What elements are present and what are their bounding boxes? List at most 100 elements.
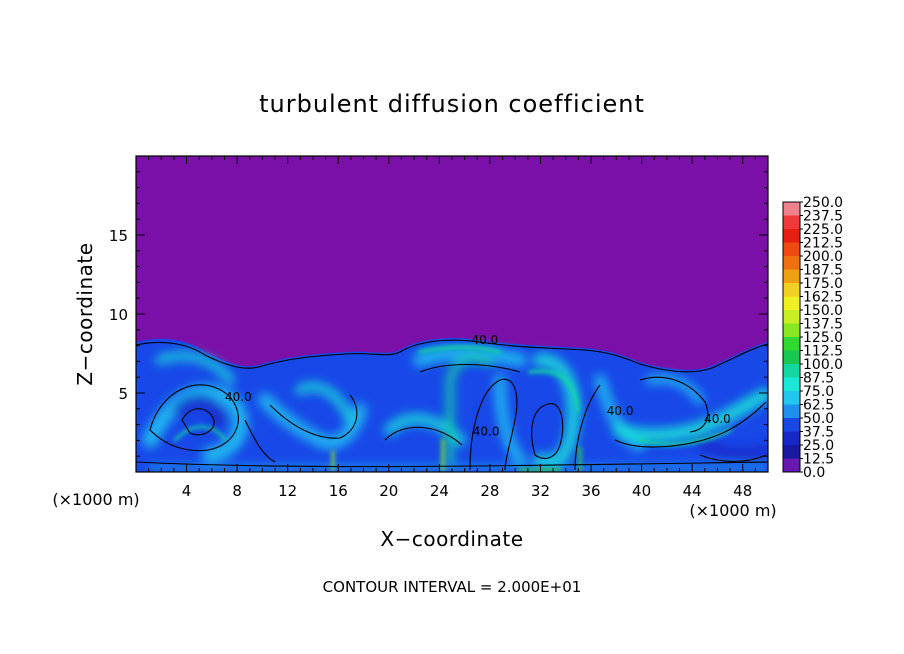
y-axis: 5 10 15 — [109, 171, 768, 457]
x-tick-label: 32 — [531, 482, 550, 500]
colorbar-swatch — [783, 377, 800, 392]
colorbar-level-label: 37.5 — [803, 425, 834, 441]
x-axis-unit-left: (×1000 m) — [52, 490, 139, 509]
colorbar-level-label: 150.0 — [803, 303, 843, 319]
x-tick-label: 20 — [379, 482, 398, 500]
contour-label: 40.0 — [607, 404, 634, 418]
x-tick-label: 40 — [632, 482, 651, 500]
colorbar-swatch — [783, 283, 800, 297]
colorbar-level-label: 100.0 — [803, 357, 843, 373]
colorbar-level-label: 137.5 — [803, 317, 843, 333]
contour-label: 40.0 — [473, 425, 500, 439]
colorbar: 250.0237.5225.0212.5200.0187.5175.0162.5… — [782, 195, 843, 481]
colorbar-level-label: 112.5 — [803, 344, 843, 360]
field-streak — [173, 394, 227, 427]
field-streak-bright — [418, 345, 502, 354]
colorbar-level-label: 250.0 — [803, 195, 843, 211]
colorbar-swatch — [783, 458, 800, 473]
colorbar-swatch — [783, 337, 800, 351]
colorbar-level-label: 225.0 — [803, 222, 843, 238]
colorbar-level-label: 175.0 — [803, 276, 843, 292]
y-tick-label: 10 — [109, 306, 128, 324]
field-streak — [613, 388, 768, 443]
contour-label: 40.0 — [225, 390, 252, 404]
colorbar-swatch — [783, 323, 800, 338]
contour-line — [639, 376, 709, 433]
colorbar-level-label: 12.5 — [803, 452, 834, 468]
field-streak-bright — [173, 425, 227, 442]
x-tick-label: 16 — [329, 482, 348, 500]
colorbar-level-label: 50.0 — [803, 411, 834, 427]
field-streak — [594, 374, 646, 451]
contour-line — [244, 419, 276, 463]
colorbar-swatch — [783, 350, 800, 365]
colorbar-swatch — [783, 364, 800, 378]
colorbar-swatch — [783, 310, 800, 324]
contour-line — [384, 426, 463, 446]
colorbar-level-label: 200.0 — [803, 249, 843, 265]
colorbar-level-label: 62.5 — [803, 398, 834, 414]
colorbar-swatch — [783, 202, 800, 216]
x-tick-label: 48 — [733, 482, 752, 500]
contour-line — [136, 461, 768, 468]
field-streak — [694, 434, 768, 461]
colorbar-swatch — [783, 242, 800, 257]
field-streak — [494, 374, 526, 466]
field-streak — [295, 381, 355, 425]
colorbar-swatch — [783, 296, 800, 311]
colorbar-level-label: 162.5 — [803, 290, 843, 306]
colorbar-level-label: 187.5 — [803, 263, 843, 279]
contour-interval-label: CONTOUR INTERVAL = — [323, 578, 498, 596]
colorbar-swatch — [783, 445, 800, 459]
turbulent-boundary-layer: 40.0 40.0 40.0 40.0 40.0 — [136, 333, 768, 472]
contour-line — [699, 454, 767, 462]
contour-line — [149, 384, 239, 452]
colorbar-level-label: 237.5 — [803, 209, 843, 225]
x-axis-label: X−coordinate — [380, 527, 523, 551]
x-tick-label: 44 — [683, 482, 702, 500]
contour-line — [531, 403, 564, 459]
contour-line — [614, 401, 767, 448]
field-streak — [533, 353, 581, 469]
contour-line — [269, 394, 358, 439]
field-streak — [445, 354, 495, 465]
y-axis-label: Z−coordinate — [73, 242, 97, 385]
x-tick-label: 4 — [182, 482, 192, 500]
colorbar-swatch — [783, 418, 800, 432]
colorbar-swatch — [783, 229, 800, 243]
x-tick-label: 8 — [232, 482, 242, 500]
field-streak — [142, 384, 249, 463]
x-axis-unit-right: (×1000 m) — [689, 501, 776, 520]
x-tick-label: 24 — [430, 482, 449, 500]
x-tick-label: 12 — [278, 482, 297, 500]
colorbar-level-label: 0.0 — [803, 465, 825, 481]
plot-area: 40.0 40.0 40.0 40.0 40.0 — [135, 155, 769, 473]
contour-line — [181, 408, 215, 436]
x-axis: 4 8 12 16 20 24 28 32 36 40 44 48 — [148, 156, 756, 500]
contour-label: 40.0 — [704, 412, 731, 426]
colorbar-swatch — [783, 269, 800, 284]
colorbar-level-label: 87.5 — [803, 371, 834, 387]
x-tick-label: 36 — [581, 482, 600, 500]
field-streak — [645, 373, 705, 405]
colorbar-level-label: 212.5 — [803, 236, 843, 252]
x-tick-label: 28 — [480, 482, 499, 500]
colorbar-swatch — [783, 391, 800, 405]
contour-label: 40.0 — [472, 333, 499, 347]
colorbar-swatch — [783, 404, 800, 419]
contour-line — [574, 384, 601, 471]
colorbar-level-label: 25.0 — [803, 438, 834, 454]
colorbar-level-label: 75.0 — [803, 384, 834, 400]
colorbar-swatch — [783, 431, 800, 446]
chart-title: turbulent diffusion coefficient — [259, 90, 645, 118]
field-streak — [155, 351, 235, 385]
colorbar-swatch — [783, 256, 800, 270]
y-tick-label: 15 — [109, 227, 128, 245]
colorbar-swatch — [783, 215, 800, 230]
colorbar-level-label: 125.0 — [803, 330, 843, 346]
contour-line — [469, 378, 518, 471]
contour-line — [136, 339, 768, 373]
contour-interval-note: CONTOUR INTERVAL = 2.000E+01 — [323, 578, 582, 596]
contour-line — [419, 364, 521, 373]
